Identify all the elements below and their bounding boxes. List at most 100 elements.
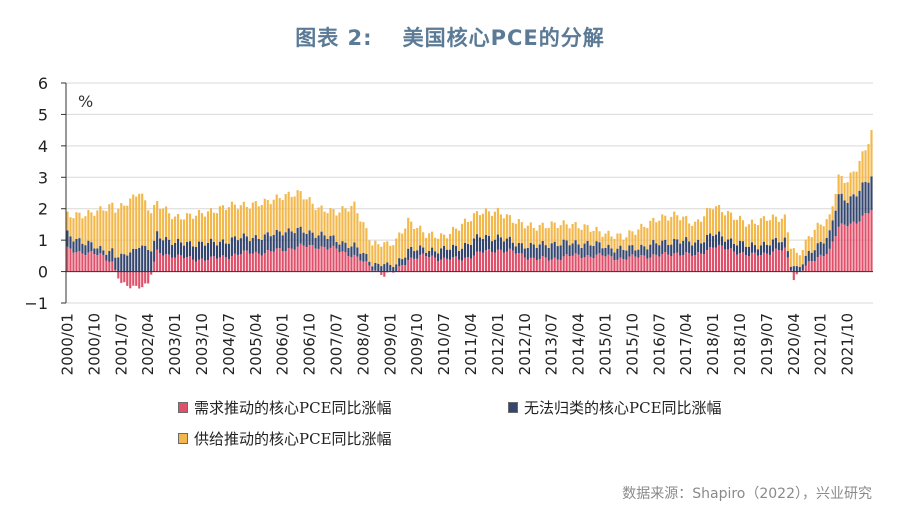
- bar-segment: [664, 239, 667, 253]
- bar-segment: [747, 256, 751, 272]
- bar-segment: [544, 228, 547, 246]
- bar-segment: [667, 220, 670, 246]
- bar-segment: [171, 245, 174, 258]
- bar-segment: [165, 237, 168, 255]
- legend-swatch-unclassified: [508, 402, 518, 413]
- bar-segment: [308, 197, 311, 231]
- bar-segment: [538, 258, 541, 272]
- bar-segment: [335, 215, 338, 242]
- bar-segment: [105, 211, 108, 255]
- bar-segment: [709, 247, 712, 272]
- bar-segment: [571, 255, 574, 272]
- bar-segment: [242, 250, 245, 272]
- bar-segment: [419, 254, 422, 272]
- bar-segment: [747, 224, 751, 247]
- bar-segment: [487, 235, 490, 250]
- bar-segment: [607, 254, 610, 272]
- bar-segment: [469, 244, 473, 259]
- bar-segment: [709, 208, 712, 234]
- bar-segment: [332, 245, 335, 272]
- bar-segment: [460, 223, 464, 249]
- bar-segment: [538, 224, 541, 245]
- bar-segment: [607, 230, 610, 245]
- bar-segment: [478, 215, 482, 238]
- bar-segment: [114, 257, 117, 270]
- bar-segment: [589, 256, 592, 272]
- bar-segment: [180, 242, 183, 256]
- bar-segment: [120, 271, 123, 283]
- bar-segment: [577, 254, 580, 272]
- bar-segment: [260, 239, 263, 256]
- bar-segment: [541, 240, 544, 257]
- bar-segment: [475, 211, 479, 235]
- bar-segment: [631, 231, 634, 246]
- bar-segment: [344, 242, 347, 252]
- bar-segment: [807, 261, 810, 272]
- bar-segment: [610, 256, 613, 272]
- bar-segment: [807, 236, 810, 251]
- bar-segment: [314, 248, 317, 272]
- bar-segment: [174, 257, 177, 272]
- bar-segment: [78, 251, 81, 272]
- bar-segment: [481, 239, 485, 253]
- bar-segment: [577, 244, 580, 255]
- bar-segment: [287, 228, 290, 249]
- bar-segment: [565, 224, 568, 241]
- bar-segment: [759, 255, 762, 272]
- bar-segment: [260, 204, 263, 240]
- bar-segment: [392, 267, 395, 272]
- bar-segment: [697, 239, 700, 253]
- bar-segment: [508, 236, 511, 249]
- bar-segment: [431, 255, 434, 272]
- bar-segment: [685, 237, 688, 253]
- bar-segment: [864, 181, 867, 214]
- bar-segment: [526, 247, 529, 260]
- bar-segment: [374, 262, 377, 271]
- bar-segment: [257, 206, 260, 239]
- bar-segment: [257, 253, 260, 272]
- bar-segment: [84, 245, 87, 256]
- bar-segment: [422, 253, 425, 272]
- bar-segment: [855, 196, 858, 224]
- bar-segment: [105, 254, 108, 261]
- bar-segment: [703, 254, 706, 272]
- bar-segment: [801, 250, 804, 265]
- bar-segment: [290, 231, 293, 249]
- bar-segment: [517, 242, 520, 254]
- bar-segment: [347, 256, 350, 272]
- bar-segment: [206, 242, 210, 261]
- bar-segment: [496, 207, 499, 235]
- bar-segment: [425, 252, 428, 257]
- bar-segment: [738, 215, 742, 241]
- bar-segment: [709, 233, 712, 248]
- bar-segment: [117, 208, 120, 258]
- bar-segment: [188, 256, 192, 272]
- bar-segment: [834, 210, 837, 237]
- bar-segment: [499, 237, 502, 250]
- bar-segment: [490, 241, 493, 252]
- bar-segment: [174, 243, 177, 258]
- bar-segment: [741, 252, 745, 272]
- bar-segment: [437, 253, 440, 262]
- bar-segment: [706, 235, 709, 251]
- bar-segment: [652, 254, 655, 272]
- bar-segment: [135, 248, 138, 272]
- bar-segment: [218, 241, 221, 258]
- bar-segment: [706, 207, 709, 235]
- bar-segment: [544, 257, 547, 272]
- bar-segment: [475, 234, 479, 252]
- bar-segment: [132, 271, 135, 286]
- bar-segment: [586, 240, 589, 256]
- bar-segment: [682, 255, 685, 272]
- bar-segment: [245, 236, 248, 251]
- bar-segment: [646, 249, 649, 259]
- bar-segment: [771, 214, 774, 240]
- bar-segment: [120, 253, 123, 272]
- bar-segment: [840, 223, 843, 272]
- bar-segment: [478, 237, 482, 252]
- bar-segment: [759, 245, 762, 256]
- y-tick-label: −1: [24, 294, 48, 313]
- bar-segment: [843, 224, 846, 272]
- bar-segment: [386, 241, 389, 263]
- x-tick-label: 2010/07: [435, 313, 453, 375]
